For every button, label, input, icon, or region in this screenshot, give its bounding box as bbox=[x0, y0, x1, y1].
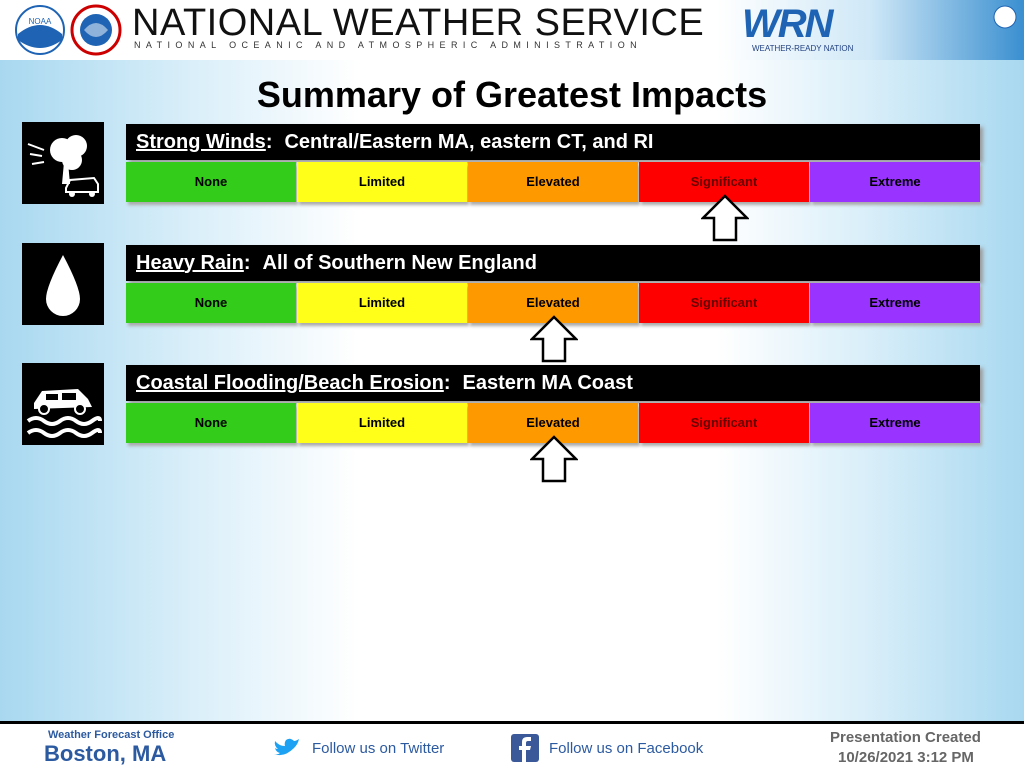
separator: : bbox=[443, 372, 451, 394]
twitter-icon bbox=[274, 738, 299, 756]
hazard-name: Strong Winds bbox=[136, 131, 266, 153]
separator: : bbox=[265, 131, 273, 153]
impact-level: Extreme bbox=[810, 162, 980, 202]
twitter-link[interactable]: Follow us on Twitter bbox=[312, 740, 445, 757]
hazard-area: Eastern MA Coast bbox=[462, 372, 633, 394]
impact-level: Elevated bbox=[468, 162, 638, 202]
header-title: NATIONAL WEATHER SERVICE bbox=[132, 2, 705, 44]
impact-level: Limited bbox=[297, 282, 467, 323]
hazard-area: Central/Eastern MA, eastern CT, and RI bbox=[284, 131, 654, 153]
hazard-name: Heavy Rain bbox=[136, 251, 244, 274]
created-date: 10/26/2021 3:12 PM bbox=[838, 749, 974, 766]
hazard-area: All of Southern New England bbox=[262, 251, 537, 274]
seal bbox=[993, 5, 1017, 29]
header-subtitle: NATIONAL OCEANIC AND ATMOSPHERIC ADMINIS… bbox=[134, 40, 642, 50]
impact-arrow bbox=[529, 435, 578, 483]
footer: Weather Forecast Office Boston, MA Follo… bbox=[0, 721, 1024, 768]
logos: NOAA bbox=[15, 4, 122, 56]
office-label: Weather Forecast Office bbox=[48, 729, 175, 741]
impact-level: Limited bbox=[297, 162, 467, 202]
hazard-icon bbox=[22, 363, 104, 445]
impact-level: Significant bbox=[639, 282, 809, 323]
impact-level: None bbox=[126, 282, 296, 323]
impact-level: Significant bbox=[639, 162, 809, 202]
facebook-link[interactable]: Follow us on Facebook bbox=[549, 740, 704, 757]
hazard-icon bbox=[22, 122, 104, 204]
impact-level: None bbox=[126, 162, 296, 202]
impact-level: Extreme bbox=[810, 403, 980, 443]
header: NOAA NATIONAL WEATHER SERVICE NATIONAL O… bbox=[0, 0, 1024, 60]
created-label: Presentation Created bbox=[830, 729, 981, 746]
hazard-banner: Coastal Flooding/Beach Erosion: Eastern M… bbox=[126, 365, 980, 401]
hazard-name: Coastal Flooding/Beach Erosion bbox=[136, 372, 444, 394]
impact-level: Extreme bbox=[810, 282, 980, 323]
impact-level: None bbox=[126, 403, 296, 443]
wrn-caption: WEATHER-READY NATION bbox=[752, 44, 854, 53]
separator: : bbox=[243, 251, 251, 274]
facebook-icon bbox=[511, 734, 539, 762]
wrn-logo: WRN bbox=[742, 2, 834, 46]
noaa-logo-text: NOAA bbox=[29, 17, 52, 26]
impact-arrow bbox=[529, 314, 578, 362]
hazard-icon bbox=[22, 242, 104, 325]
impact-arrow bbox=[700, 194, 749, 242]
impact-level: Significant bbox=[639, 403, 809, 443]
hazard-banner: Strong Winds: Central/Eastern MA, eastern… bbox=[126, 124, 980, 160]
hazard-banner: Heavy Rain: All of Southern New England bbox=[126, 244, 980, 281]
office: Boston, MA bbox=[44, 741, 167, 766]
impact-level: Limited bbox=[297, 403, 467, 443]
slide-title: Summary of Greatest Impacts bbox=[256, 74, 768, 115]
